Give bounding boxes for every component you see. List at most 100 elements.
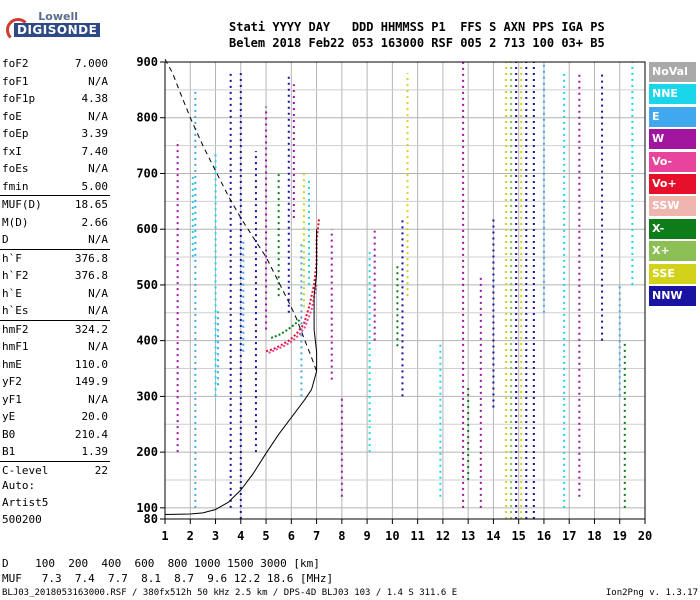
param-name: h`E [2, 286, 22, 300]
x-tick-label: 2 [187, 529, 194, 543]
param-name: fxI [2, 144, 22, 158]
legend-item-vo: Vo- [649, 151, 696, 172]
x-tick-label: 1 [161, 529, 168, 543]
param-row: yF2 149.9 [0, 373, 110, 391]
param-name: yF1 [2, 392, 22, 406]
file-info-footer: BLJ03_2018053163000.RSF / 380fx512h 50 k… [2, 588, 698, 598]
param-row: yE 20.0 [0, 408, 110, 426]
legend-item-nnw: NNW [649, 285, 696, 306]
y-tick-label: 400 [136, 334, 158, 348]
param-row: hmF1 N/A [0, 338, 110, 356]
param-name: B0 [2, 427, 16, 441]
sounding-header: Stati YYYY DAY DDD HHMMSS P1 FFS S AXN P… [229, 19, 605, 51]
param-value: 22 [94, 463, 108, 477]
param-name: yE [2, 410, 16, 423]
y-tick-label: 700 [136, 166, 158, 180]
param-value: 110.0 [74, 357, 108, 371]
param-name: C-level [2, 463, 49, 477]
muf-table: D 100 200 400 600 800 1000 1500 3000 [km… [2, 556, 333, 586]
param-name: foF1p [2, 92, 36, 105]
param-name: foE [2, 109, 22, 123]
echo-trace [270, 317, 303, 339]
param-row: D N/A [0, 231, 110, 249]
logo-text-lowell: Lowell [38, 10, 78, 23]
param-name: h`F2 [2, 269, 29, 282]
x-tick-label: 15 [511, 529, 525, 543]
x-tick-label: 9 [363, 529, 370, 543]
echo-columns [176, 62, 634, 519]
echo-trace [268, 284, 318, 354]
x-tick-label: 11 [410, 529, 424, 543]
param-value: 1.39 [81, 445, 109, 458]
y-tick-label: 900 [136, 55, 158, 69]
param-value: 2.66 [81, 215, 109, 229]
param-name: hmE [2, 357, 22, 371]
x-tick-label: 5 [262, 529, 269, 543]
x-tick-label: 6 [288, 529, 295, 543]
param-row: M(D) 2.66 [0, 214, 110, 232]
param-value: 18.65 [74, 198, 108, 211]
param-value: N/A [88, 74, 108, 88]
logo-text-digisonde: DIGISONDE [14, 23, 101, 37]
param-name: h`F [2, 251, 22, 265]
param-value: 376.8 [74, 251, 108, 265]
param-row: foE N/A [0, 108, 110, 126]
param-value: N/A [88, 109, 108, 123]
param-row: h`Es N/A [0, 302, 110, 320]
echo-trace [265, 217, 321, 353]
y-tick-label: 300 [136, 389, 158, 403]
profile-curves [164, 58, 318, 515]
x-tick-label: 18 [587, 529, 601, 543]
param-value: 210.4 [74, 427, 108, 441]
polarization-legend: NoVal NNE E W Vo- Vo+ SSW X- X+ SSE NNW [649, 62, 696, 308]
plot-frame [164, 61, 646, 520]
x-tick-label: 16 [537, 529, 551, 543]
param-separator [0, 195, 110, 196]
param-name: hmF1 [2, 340, 29, 353]
legend-item-e: E [649, 106, 696, 127]
param-name: h`Es [2, 304, 29, 317]
param-name: foEs [2, 162, 29, 175]
auto-version: 500200 [2, 513, 42, 526]
param-name: fmin [2, 179, 29, 193]
autoscaling-info: Auto: Artist5 500200 [2, 477, 48, 528]
param-row: hmF2 324.2 [0, 321, 110, 339]
legend-item-noval: NoVal [649, 62, 696, 82]
legend-item-x: X+ [649, 241, 696, 262]
x-tick-label: 8 [338, 529, 345, 543]
param-row: h`F 376.8 [0, 250, 110, 268]
x-tick-labels: 1 2 3 4 5 6 7 8 9 10 11 12 13 14 15 16 17 18 19 20 [161, 519, 652, 543]
param-value: 376.8 [74, 269, 108, 282]
x-tick-label: 17 [562, 529, 576, 543]
auto-program: Artist5 [2, 496, 49, 509]
param-row: foEp 3.39 [0, 125, 110, 143]
param-name: foF1 [2, 74, 29, 88]
param-row: MUF(D) 18.65 [0, 196, 110, 214]
param-name: foEp [2, 127, 29, 140]
x-tick-label: 20 [638, 529, 652, 543]
param-name: foF2 [2, 57, 29, 70]
param-name: D [2, 233, 9, 246]
param-row: hmE 110.0 [0, 356, 110, 374]
footer-version: Ion2Png v. 1.3.17 [605, 588, 698, 598]
y-tick-label: 80 [144, 512, 158, 526]
muf-row-distance: D 100 200 400 600 800 1000 1500 3000 [km… [2, 557, 320, 570]
legend-item-x: X- [649, 218, 696, 239]
param-value: N/A [88, 340, 108, 353]
param-value: 20.0 [81, 410, 109, 423]
param-value: 4.38 [81, 92, 109, 105]
param-row: h`F2 376.8 [0, 267, 110, 285]
x-tick-label: 4 [237, 529, 244, 543]
param-value: 149.9 [74, 375, 108, 388]
legend-item-ssw: SSW [649, 196, 696, 217]
param-name: MUF(D) [2, 198, 42, 211]
x-tick-label: 10 [385, 529, 399, 543]
legend-item-sse: SSE [649, 263, 696, 284]
scaled-parameters-panel: foF2 7.000 foF1 N/A foF1p 4.38 foE N/A foEp 3.39 f… [0, 55, 110, 479]
solid-profile-curve [164, 229, 318, 515]
param-value: N/A [88, 162, 108, 175]
legend-item-nne: NNE [649, 84, 696, 105]
param-value: N/A [88, 392, 108, 406]
param-value: N/A [88, 233, 108, 246]
